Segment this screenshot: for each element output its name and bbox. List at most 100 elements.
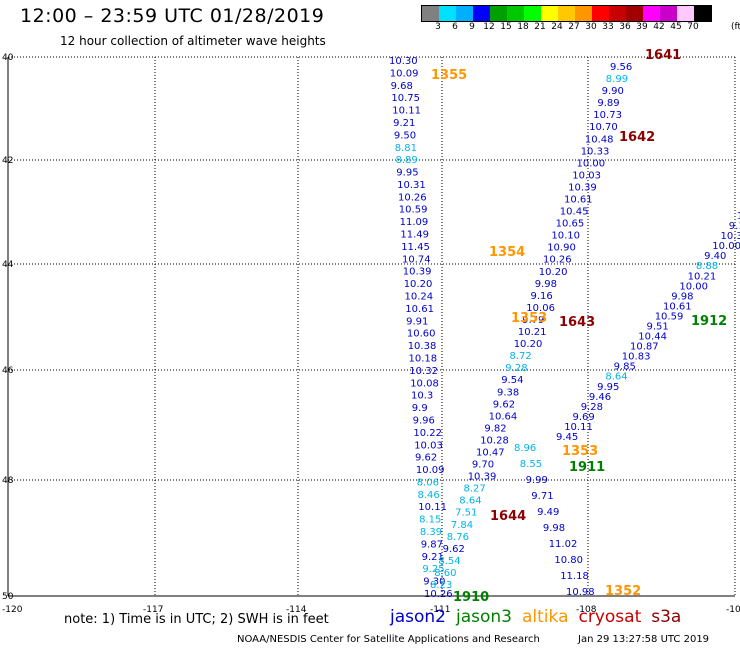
legend-entry: s3a [651, 607, 682, 627]
wave-height-value: 9.82 [484, 423, 506, 434]
colorbar-swatch [439, 6, 456, 21]
pass-time-label: 1910 [453, 590, 489, 605]
wave-height-value: 10.22 [413, 428, 442, 439]
wave-height-value: 7.51 [455, 508, 477, 519]
wave-height-value: 10.30 [389, 56, 418, 67]
wave-height-value: 10.00 [712, 241, 740, 252]
colorbar-tick-label: 33 [602, 22, 614, 32]
wave-height-value: 9.21 [393, 118, 415, 129]
wave-height-value: 10.36 [721, 231, 740, 242]
page-subtitle: 12 hour collection of altimeter wave hei… [60, 34, 326, 48]
wave-height-value: 10.61 [564, 195, 593, 206]
colorbar-swatch [524, 6, 541, 21]
colorbar-swatch [694, 6, 711, 21]
wave-height-value: 8.27 [464, 484, 486, 495]
pass-time-label: 1643 [559, 315, 595, 330]
wave-height-value: 10.21 [688, 271, 717, 282]
legend-entry: altika [522, 607, 569, 627]
wave-height-value: 10.65 [556, 219, 585, 230]
wave-height-value: 10.08 [410, 378, 439, 389]
wave-height-value: 10.61 [405, 304, 434, 315]
wave-height-value: 8.88 [696, 261, 718, 272]
wave-height-value: 10.06 [526, 303, 555, 314]
colorbar-swatch [422, 6, 439, 21]
wave-height-value: 10.39 [568, 183, 597, 194]
credit-line: NOAA/NESDIS Center for Satellite Applica… [237, 634, 540, 645]
colorbar-swatch [677, 6, 694, 21]
wave-height-value: 8.15 [419, 515, 441, 526]
wave-height-value: 10.3 [411, 391, 433, 402]
wave-height-value: 9.51 [647, 322, 669, 333]
wave-height-value: 10.11 [418, 502, 447, 513]
wave-height-value: 10.60 [407, 329, 436, 340]
colorbar-tick-label: 9 [469, 22, 475, 32]
latitude-label: 50 [2, 592, 14, 602]
longitude-label: -120 [2, 605, 23, 615]
wave-height-value: 9.21 [422, 552, 444, 563]
pass-time-label: 1644 [490, 509, 526, 524]
wave-height-value: 10.26 [543, 255, 572, 266]
wave-height-value: 8.89 [396, 155, 418, 166]
wave-height-value: 10.28 [480, 435, 509, 446]
wave-height-value: 10.39 [403, 267, 432, 278]
legend-entry: cryosat [578, 607, 642, 627]
wave-height-value: 10.44 [638, 332, 667, 343]
colorbar-tick-label: 18 [517, 22, 529, 32]
wave-height-value: 9.95 [597, 382, 619, 393]
latitude-label: 46 [2, 366, 14, 376]
pass-time-label: 1641 [645, 48, 681, 63]
footnote: note: 1) Time is in UTC; 2) SWH is in fe… [64, 612, 329, 627]
wave-height-value: 10.59 [399, 205, 428, 216]
pass-time-label: 1353 [511, 311, 547, 326]
colorbar-swatch [507, 6, 524, 21]
wave-height-value: 9.91 [406, 316, 428, 327]
longitude-label: -111 [430, 605, 450, 615]
pass-time-label: 1912 [691, 314, 727, 329]
longitude-label: -114 [286, 605, 307, 615]
colorbar-swatch [541, 6, 558, 21]
longitude-label: -108 [576, 605, 597, 615]
wave-height-value: 9.62 [493, 399, 515, 410]
pass-time-label: 1355 [431, 68, 467, 83]
wave-height-value: 10.61 [663, 301, 692, 312]
wave-height-value: 9.14 [729, 221, 740, 232]
wave-height-value: 10.75 [391, 93, 420, 104]
wave-height-value: 10.24 [405, 292, 434, 303]
wave-height-value: 10.21 [518, 327, 547, 338]
wave-height-value: 8.76 [447, 532, 469, 543]
wave-height-value: 10.03 [572, 170, 601, 181]
wave-height-value: 10.33 [581, 146, 610, 157]
colorbar-tick-label: 39 [636, 22, 648, 32]
wave-height-value: 9.87 [421, 539, 443, 550]
colorbar-swatch [626, 6, 643, 21]
colorbar [421, 5, 712, 22]
satellite-legend: jason2 jason3 altika cryosat s3a [390, 607, 691, 627]
wave-height-value: 9.69 [573, 412, 595, 423]
wave-height-value: 9.30 [423, 577, 445, 588]
wave-height-value: 10.03 [414, 440, 443, 451]
colorbar-tick-label: 70 [687, 22, 699, 32]
colorbar-unit: (ft) [731, 22, 740, 32]
wave-height-value: 9.98 [543, 523, 565, 534]
wave-height-value: 10.26 [398, 192, 427, 203]
wave-height-value: 9.85 [614, 362, 636, 373]
wave-height-value: 10.09 [390, 68, 419, 79]
wave-height-value: 9.62 [443, 544, 465, 555]
colorbar-tick-label: 36 [619, 22, 631, 32]
colorbar-swatch [575, 6, 592, 21]
colorbar-swatch [558, 6, 575, 21]
generated-timestamp: Jan 29 13:27:58 UTC 2019 [578, 634, 710, 645]
wave-height-value: 9.49 [537, 507, 559, 518]
wave-height-value: 8.23 [430, 580, 452, 591]
wave-height-value: 8.99 [606, 74, 628, 85]
colorbar-tick-label: 45 [670, 22, 682, 32]
wave-height-value: 10.10 [551, 231, 580, 242]
wave-height-value: 9.28 [505, 363, 527, 374]
colorbar-swatch [456, 6, 473, 21]
legend-entry: jason2 [390, 607, 446, 627]
wave-height-value: 8.64 [459, 496, 481, 507]
wave-height-value: 10.32 [409, 366, 438, 377]
wave-height-value: 10.26 [424, 589, 453, 600]
wave-height-value: 10.11 [564, 422, 593, 433]
